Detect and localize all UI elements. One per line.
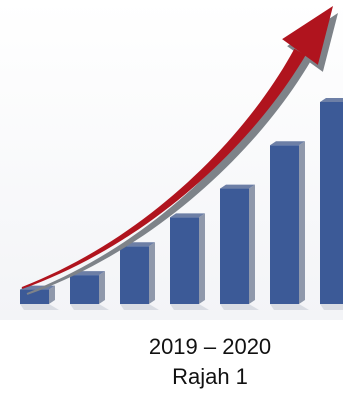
bar-side xyxy=(49,285,55,304)
bar-side xyxy=(249,184,255,304)
bar-shadow xyxy=(20,304,59,310)
bar-top xyxy=(170,213,205,218)
bar-shadow xyxy=(70,304,109,310)
bar xyxy=(170,213,209,310)
bar xyxy=(120,242,159,310)
bar-top xyxy=(270,141,305,146)
bar-side xyxy=(99,271,105,304)
bar-front xyxy=(270,145,299,304)
trend-arrow xyxy=(21,6,338,295)
bar-shadow xyxy=(270,304,309,310)
bar-front xyxy=(70,275,99,304)
bar-side xyxy=(199,213,205,304)
bar-front xyxy=(220,188,249,304)
bar-front xyxy=(170,217,199,304)
bar-side xyxy=(149,242,155,304)
bar-top xyxy=(220,184,255,189)
bar-side xyxy=(299,141,305,304)
bar-shadow xyxy=(170,304,209,310)
figure-caption: Rajah 1 xyxy=(172,364,248,389)
bar xyxy=(220,184,259,310)
bar-top xyxy=(320,98,343,102)
bar-group xyxy=(20,98,343,310)
arrowhead xyxy=(282,6,333,65)
bar-front xyxy=(320,102,343,304)
year-range-caption: 2019 – 2020 xyxy=(148,334,272,359)
bar xyxy=(320,98,343,310)
bar-shadow xyxy=(320,304,343,310)
bar-front xyxy=(120,246,149,304)
bar xyxy=(270,141,309,310)
bar-shadow xyxy=(220,304,259,310)
bar-shadow xyxy=(120,304,159,310)
